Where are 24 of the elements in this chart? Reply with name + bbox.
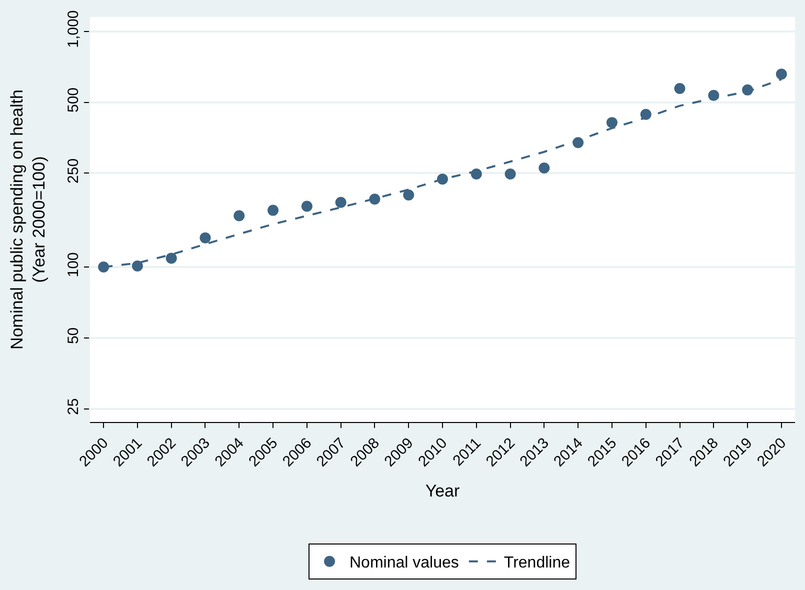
point: [234, 210, 245, 222]
y-tick-label: 50: [65, 327, 82, 344]
point: [268, 204, 279, 216]
point: [776, 68, 787, 80]
point: [369, 194, 380, 205]
point: [132, 260, 143, 272]
x-axis-title: Year: [425, 482, 460, 501]
legend-label: Trendline: [504, 554, 570, 572]
point: [538, 162, 550, 174]
y-axis-title: Nominal public spending on health (Year 2000=100): [7, 90, 49, 350]
point: [166, 252, 177, 264]
y-tick-label: 500: [65, 87, 82, 113]
point: [606, 117, 618, 128]
point: [200, 232, 211, 244]
y-tick-label: 25: [65, 398, 82, 416]
point: [335, 196, 346, 208]
y-tick-label: 1,000: [65, 10, 82, 48]
point: [301, 200, 312, 212]
point: [674, 82, 686, 94]
point: [403, 190, 414, 201]
legend-label: Nominal values: [350, 554, 459, 572]
point: [504, 168, 516, 180]
y-tick-label: 100: [65, 252, 82, 278]
y-tick-label: 250: [65, 158, 82, 184]
